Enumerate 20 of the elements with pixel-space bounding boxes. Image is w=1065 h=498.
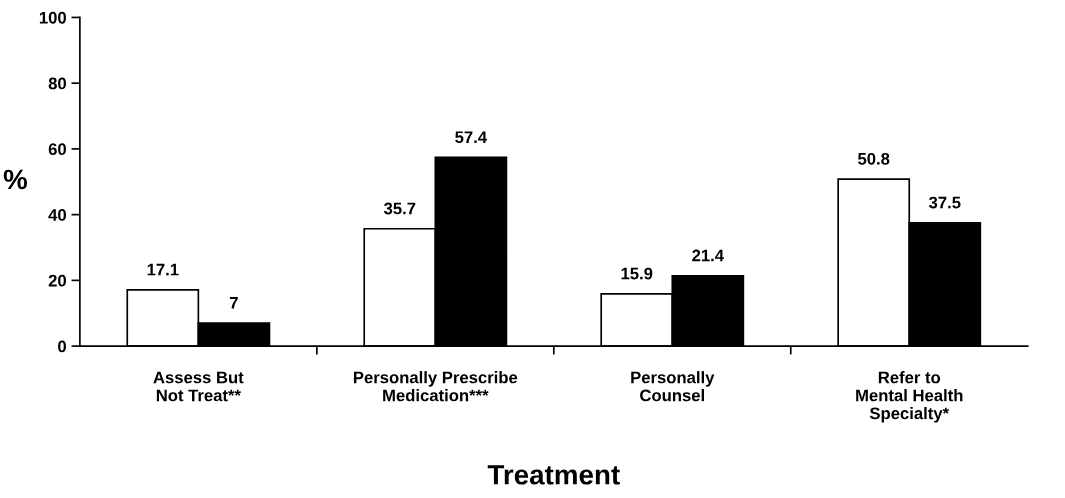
y-tick-label: 60: [48, 143, 66, 156]
y-tick-label: 80: [48, 77, 66, 90]
x-tick-label: Personally Prescribe Medication***: [353, 371, 518, 402]
data-label: 21.4: [692, 249, 724, 262]
data-label: 17.1: [147, 263, 179, 276]
data-label: 57.4: [455, 131, 487, 144]
y-tick-label: 20: [48, 274, 66, 287]
data-label: 7: [229, 297, 238, 309]
x-axis-title: Treatment: [487, 465, 620, 485]
x-tick-label: Personally Counsel: [631, 371, 715, 402]
y-tick-label: 100: [39, 11, 66, 24]
data-label: 50.8: [857, 152, 890, 165]
data-label: 37.5: [928, 196, 961, 209]
y-axis-title: %: [3, 169, 28, 190]
y-tick-label: 0: [58, 340, 66, 353]
data-label: 15.9: [621, 267, 653, 280]
x-tick-label: Assess But Not Treat**: [153, 371, 244, 402]
x-tick-label: Refer to Mental Health Specialty*: [856, 371, 963, 423]
y-tick-label: 40: [48, 209, 66, 221]
data-label: 35.7: [383, 202, 416, 215]
